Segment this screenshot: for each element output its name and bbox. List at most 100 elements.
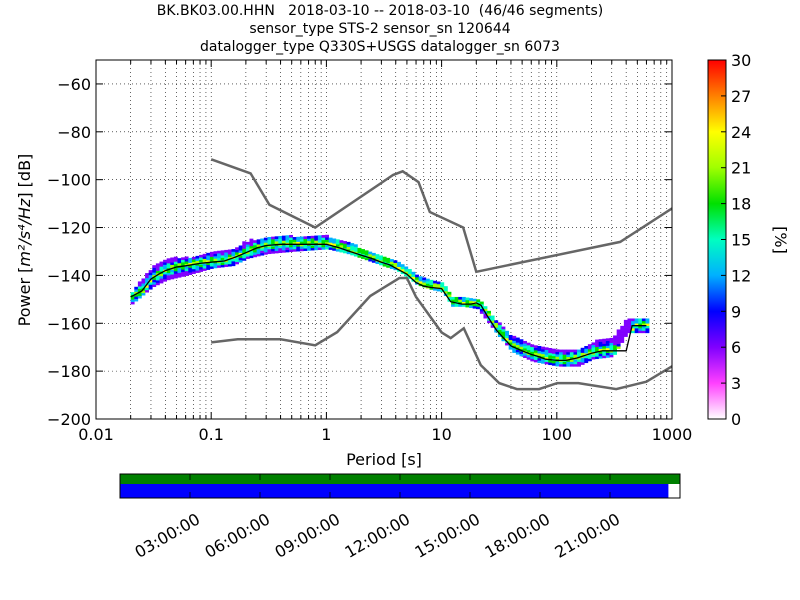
density-cell [310, 235, 315, 239]
density-cell [526, 349, 531, 353]
title-line-3: datalogger_type Q330S+USGS datalogger_sn… [200, 39, 560, 55]
density-cell [465, 304, 470, 308]
density-cell [458, 301, 463, 305]
density-cell [411, 276, 416, 280]
density-cell [584, 360, 589, 364]
density-cell [598, 348, 603, 352]
density-cell [253, 249, 257, 253]
density-cell [245, 244, 250, 247]
density-cell [418, 276, 423, 279]
density-cell [224, 257, 229, 260]
density-cell [566, 351, 571, 355]
density-cell [238, 259, 243, 263]
density-cell [350, 252, 355, 256]
density-cell [609, 342, 614, 346]
density-cell [461, 296, 466, 300]
density-cell [389, 259, 394, 262]
density-cell [145, 277, 149, 281]
density-cell [490, 317, 495, 321]
density-cell [573, 363, 578, 367]
density-cell [328, 247, 333, 250]
density-cell [422, 279, 427, 283]
density-cell [487, 310, 491, 314]
density-cell [602, 353, 607, 356]
density-cell [278, 250, 283, 254]
density-cell [245, 246, 250, 250]
density-cell [296, 241, 301, 245]
density-cell [353, 253, 358, 257]
density-cell [364, 250, 369, 254]
density-cell [544, 354, 549, 358]
density-cell [508, 342, 513, 345]
density-cell [242, 248, 247, 252]
density-cell [145, 280, 149, 283]
density-cell [631, 328, 635, 331]
density-cell [595, 344, 599, 348]
density-cell [325, 244, 329, 248]
density-cell [303, 241, 308, 244]
density-cell [595, 341, 599, 345]
density-cell [602, 350, 607, 354]
density-cell [173, 273, 178, 277]
density-cell [494, 322, 499, 326]
density-cell [281, 240, 286, 244]
density-cell [404, 271, 409, 274]
density-cell [256, 251, 261, 254]
density-cell [490, 315, 495, 319]
density-cell [195, 258, 200, 261]
density-cell [184, 258, 189, 262]
density-cell [152, 267, 157, 271]
density-cell [515, 337, 520, 341]
density-cell [335, 244, 340, 247]
density-cell [325, 237, 329, 240]
density-cell [605, 352, 610, 356]
density-cell [512, 343, 517, 346]
density-cell [551, 363, 556, 366]
density-cell [307, 248, 311, 251]
density-cell [641, 328, 646, 331]
density-cell [555, 356, 560, 360]
density-cell [317, 240, 322, 243]
density-cell [598, 341, 603, 345]
density-cell [523, 345, 527, 349]
y-axis: −200 −180 −160 −140 −120 −100 −80 −60 [47, 75, 672, 429]
density-cell [263, 237, 268, 241]
density-cell [541, 349, 545, 352]
x-tick-label: 1 [321, 425, 331, 444]
density-cell [375, 254, 380, 257]
density-cell [584, 348, 589, 352]
density-cell [339, 249, 344, 253]
density-cell [530, 356, 535, 360]
title-line-2: sensor_type STS-2 sensor_sn 120644 [249, 21, 511, 37]
x-tick-label: 1000 [652, 425, 693, 444]
density-cell [209, 251, 214, 255]
density-cell [170, 264, 175, 268]
density-cell [242, 250, 247, 254]
density-cell [375, 261, 380, 265]
density-cell [217, 257, 221, 261]
density-cell [440, 284, 445, 288]
density-cell [497, 329, 502, 333]
density-cell [483, 308, 488, 312]
density-cell [515, 342, 520, 346]
density-cell [163, 262, 167, 265]
density-cell [195, 265, 200, 269]
density-cell [562, 351, 567, 355]
density-cell [382, 259, 387, 262]
density-cell [195, 267, 200, 271]
density-cell [177, 258, 182, 261]
density-cell [598, 346, 603, 350]
density-cell [199, 259, 203, 263]
density-cell [141, 285, 146, 289]
density-cell [519, 344, 524, 347]
density-cell [595, 353, 599, 357]
density-cell [285, 247, 290, 250]
density-cell [620, 325, 625, 329]
density-cell [602, 338, 607, 342]
density-cell [220, 262, 225, 266]
density-cell [472, 298, 477, 302]
density-cell [559, 351, 563, 355]
density-cell [569, 354, 574, 358]
density-cell [281, 245, 286, 248]
density-cell [641, 330, 646, 334]
